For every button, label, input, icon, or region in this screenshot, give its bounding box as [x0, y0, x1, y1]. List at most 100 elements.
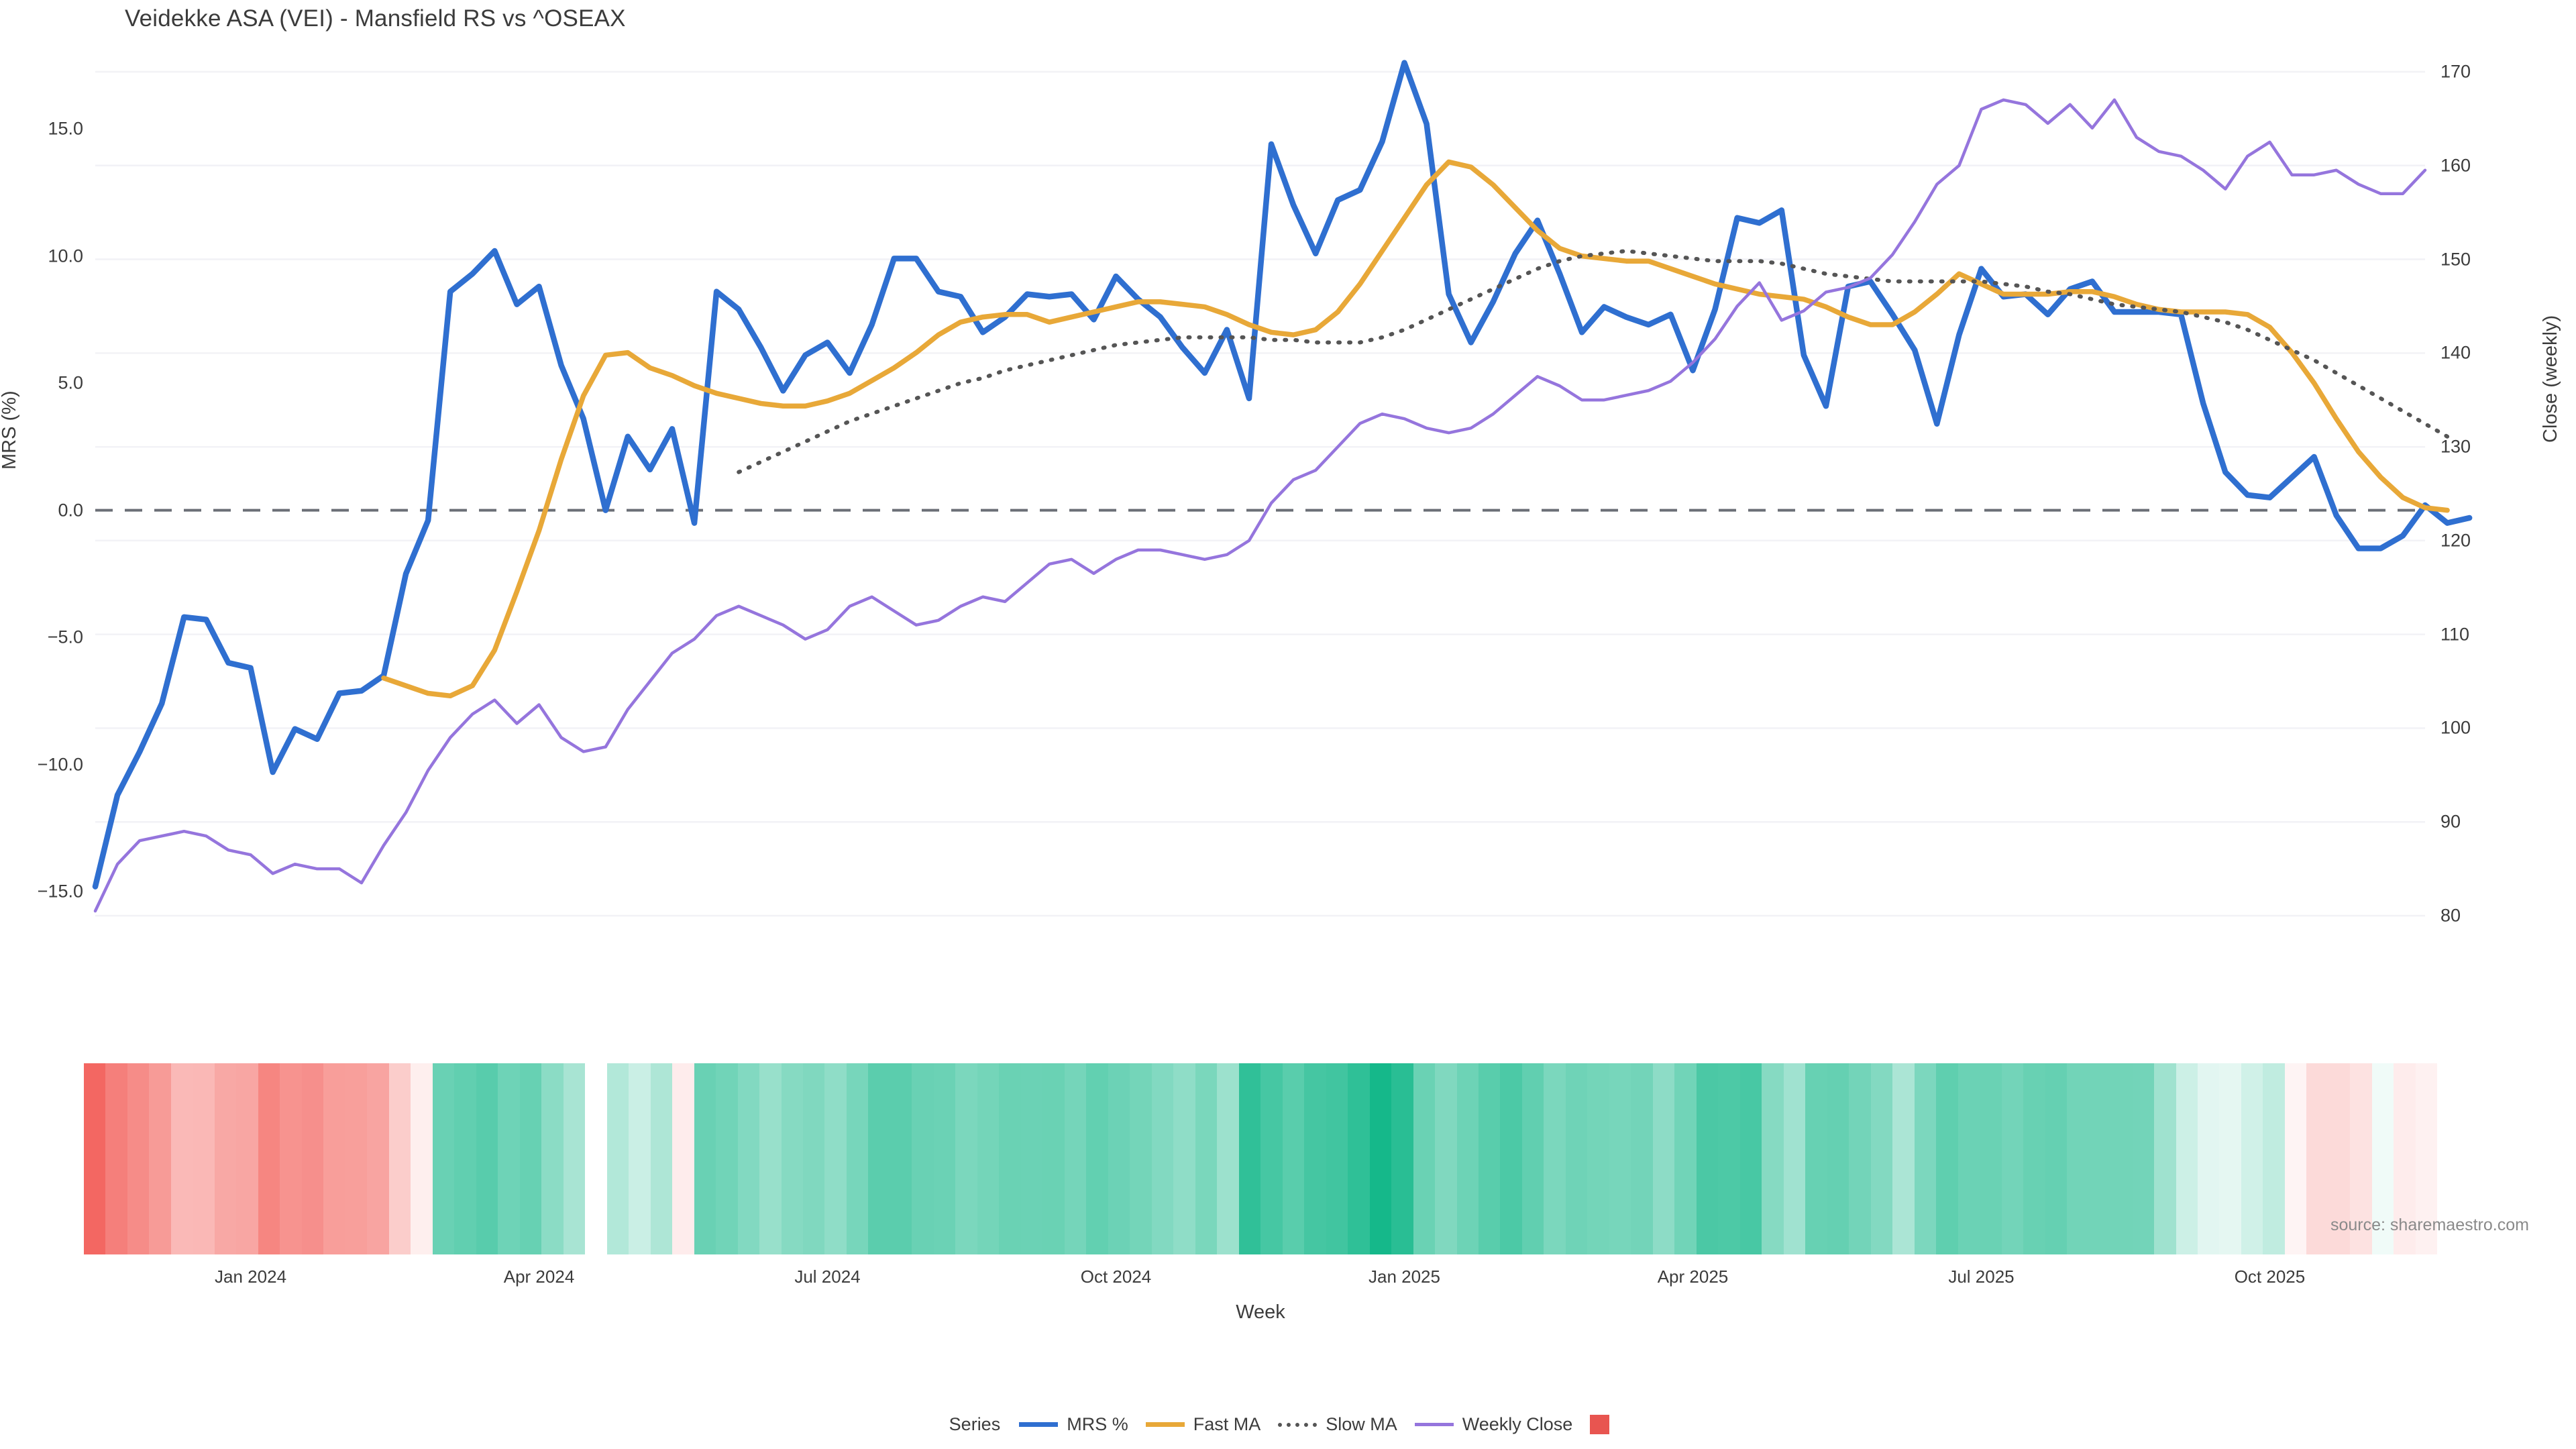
heat-strip-cell [1587, 1063, 1609, 1254]
heat-strip-cell [2132, 1063, 2155, 1254]
heat-strip-cell [1980, 1063, 2002, 1254]
heat-strip-cell [2023, 1063, 2045, 1254]
heat-strip-cell [2088, 1063, 2111, 1254]
legend-item-label: Slow MA [1326, 1414, 1397, 1434]
heat-strip-cell [2306, 1063, 2328, 1254]
heat-strip-cell [454, 1063, 476, 1254]
heat-strip-cell [1500, 1063, 1522, 1254]
heat-strip-cell [2110, 1063, 2133, 1254]
heat-strip-cell [1696, 1063, 1719, 1254]
y-axis-left-tick: −5.0 [47, 627, 83, 647]
heat-strip-cell [1195, 1063, 1218, 1254]
legend-item[interactable] [1590, 1415, 1610, 1434]
heat-strip-cell [606, 1063, 629, 1254]
heat-strip-cell [1827, 1063, 1849, 1254]
heat-strip-cell [2067, 1063, 2089, 1254]
x-axis-tick: Oct 2025 [2234, 1267, 2306, 1287]
heat-strip-cell [1260, 1063, 1283, 1254]
y-axis-right-tick: 120 [2440, 530, 2471, 551]
heat-strip-cell [2284, 1063, 2307, 1254]
heat-strip-cell [868, 1063, 890, 1254]
heat-strip-cell [716, 1063, 738, 1254]
legend-item[interactable]: Weekly Close [1414, 1414, 1572, 1435]
heat-strip-cell [1565, 1063, 1588, 1254]
heat-strip-cell [2001, 1063, 2024, 1254]
heat-strip-cell [1238, 1063, 1261, 1254]
heat-strip-cell [1369, 1063, 1392, 1254]
x-axis-tick: Apr 2024 [503, 1267, 575, 1287]
heat-strip-cell [1456, 1063, 1479, 1254]
x-axis-tick: Jan 2025 [1368, 1267, 1440, 1287]
heat-strip-cell [1631, 1063, 1653, 1254]
heat-strip-cell [1391, 1063, 1413, 1254]
heat-strip-cell [1870, 1063, 1893, 1254]
heat-strip-cell [585, 1063, 607, 1254]
heat-strip-cell [84, 1063, 106, 1254]
heat-strip-cell [1173, 1063, 1195, 1254]
heat-strip-cell [388, 1063, 411, 1254]
plot-area [92, 58, 2473, 930]
heat-strip-cell [1042, 1063, 1065, 1254]
heat-strip-cell [802, 1063, 825, 1254]
y-axis-left-tick: −10.0 [37, 754, 83, 775]
heat-strip-cell [2197, 1063, 2220, 1254]
series-line-slow-ma [737, 249, 2450, 474]
heat-strip-cell [737, 1063, 760, 1254]
heat-strip-cell [1609, 1063, 1631, 1254]
heat-strip-cell [1479, 1063, 1501, 1254]
legend-item[interactable]: MRS % [1019, 1414, 1128, 1435]
legend-title: Series [949, 1414, 1001, 1434]
heat-strip-cell [2328, 1063, 2351, 1254]
heat-strip-cell [1805, 1063, 1827, 1254]
heat-strip-cell [824, 1063, 847, 1254]
heat-strip-cell [650, 1063, 673, 1254]
y-axis-right-tick: 90 [2440, 811, 2461, 832]
series-line-fast-ma [381, 159, 2450, 699]
heat-strip-cell [498, 1063, 520, 1254]
legend-item[interactable]: Fast MA [1145, 1414, 1261, 1435]
heat-strip-cell [367, 1063, 389, 1254]
legend-item[interactable]: Slow MA [1278, 1414, 1397, 1435]
heat-strip-cell [236, 1063, 258, 1254]
mrs-heat-strip [84, 1063, 2437, 1254]
y-axis-right-tick: 150 [2440, 249, 2471, 270]
heat-strip-cell [1217, 1063, 1239, 1254]
heat-strip-cell [759, 1063, 782, 1254]
heat-strip-cell [1718, 1063, 1740, 1254]
y-axis-left-tick: 15.0 [48, 118, 83, 139]
y-axis-right-tick: 130 [2440, 436, 2471, 457]
legend-swatch-box-icon [1590, 1415, 1610, 1434]
heat-strip-cell [280, 1063, 302, 1254]
series-canvas [92, 60, 2473, 917]
heat-strip-cell [694, 1063, 716, 1254]
heat-strip-cell [933, 1063, 956, 1254]
y-axis-right-tick: 80 [2440, 905, 2461, 926]
heat-strip-cell [1936, 1063, 1958, 1254]
heat-strip-cell [977, 1063, 1000, 1254]
heat-strip-cell [1521, 1063, 1544, 1254]
page-title: Veidekke ASA (VEI) - Mansfield RS vs ^OS… [125, 5, 626, 32]
heat-strip-cell [193, 1063, 215, 1254]
heat-strip-cell [781, 1063, 803, 1254]
heat-strip-cell [1914, 1063, 1937, 1254]
y-axis-right-tick: 170 [2440, 61, 2471, 82]
x-axis-tick: Oct 2024 [1080, 1267, 1152, 1287]
x-axis-label: Week [1236, 1301, 1285, 1323]
legend-item-label: Fast MA [1193, 1414, 1261, 1434]
legend-swatch-line-icon [1019, 1422, 1059, 1427]
legend-swatch-dotted-icon [1278, 1422, 1318, 1427]
heat-strip-cell [1849, 1063, 1871, 1254]
heat-strip-cell [1783, 1063, 1806, 1254]
heat-strip-cell [2371, 1063, 2394, 1254]
heat-strip-cell [323, 1063, 345, 1254]
heat-strip-cell [1674, 1063, 1697, 1254]
heat-strip-cell [2415, 1063, 2437, 1254]
y-axis-right-tick: 110 [2440, 624, 2470, 645]
heat-strip-cell [1435, 1063, 1457, 1254]
heat-strip-cell [629, 1063, 651, 1254]
heat-strip-cell [1130, 1063, 1152, 1254]
heat-strip-cell [890, 1063, 912, 1254]
heat-strip-cell [2176, 1063, 2198, 1254]
x-axis-tick: Jul 2025 [1948, 1267, 2015, 1287]
